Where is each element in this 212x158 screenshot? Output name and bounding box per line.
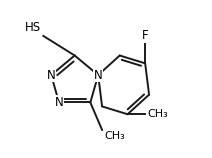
Text: N: N [47,69,56,82]
Text: N: N [55,96,63,109]
Text: CH₃: CH₃ [147,109,168,119]
Text: HS: HS [25,21,41,34]
Text: N: N [94,69,103,82]
Text: F: F [142,29,148,42]
Text: CH₃: CH₃ [104,131,125,141]
